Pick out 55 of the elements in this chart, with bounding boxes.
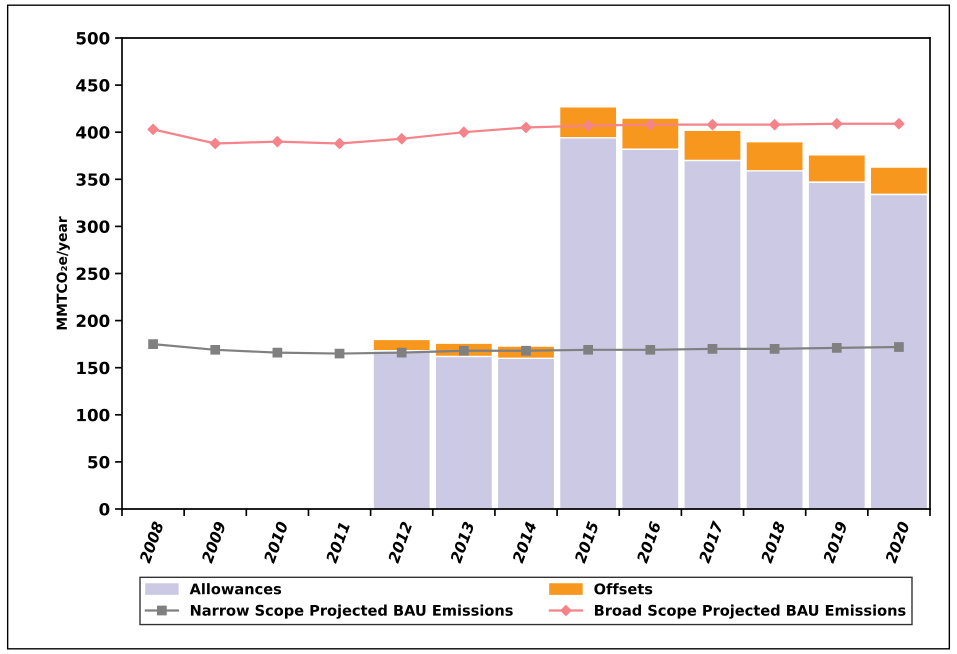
- x-tick-label: 2020: [884, 520, 910, 564]
- x-tick-label: 2015: [574, 520, 599, 564]
- y-tick-label: 100: [77, 408, 110, 422]
- point: [396, 133, 408, 144]
- x-tick-label: 2008: [138, 520, 164, 564]
- point: [520, 122, 532, 134]
- point: [831, 118, 842, 130]
- x-tick-label: 2017: [698, 520, 724, 564]
- point: [893, 118, 905, 130]
- point: [769, 119, 780, 130]
- point: [458, 346, 469, 356]
- point: [894, 342, 904, 352]
- legend-label: Offsets: [594, 583, 652, 594]
- point: [458, 126, 470, 138]
- x-tick-label: 2010: [263, 520, 288, 564]
- point: [334, 138, 346, 150]
- point: [706, 119, 718, 130]
- y-tick-label: 450: [76, 79, 110, 92]
- y-tick-label: 350: [76, 173, 110, 186]
- y-tick-label: 200: [76, 314, 110, 328]
- point: [832, 343, 842, 353]
- y-tick-label: 300: [76, 220, 110, 233]
- x-tick-label: 2011: [325, 522, 350, 564]
- point: [770, 344, 780, 354]
- point: [272, 136, 283, 148]
- legend-label: Broad Scope Projected BAU Emissions: [594, 604, 906, 619]
- point: [210, 344, 220, 355]
- point: [582, 120, 594, 132]
- y-tick-label: 0: [99, 502, 110, 516]
- y-tick-label: 400: [76, 126, 110, 139]
- point: [521, 346, 531, 356]
- point: [396, 348, 407, 358]
- legend-label: Allowances: [190, 583, 282, 594]
- x-tick-label: 2016: [636, 520, 662, 564]
- y-tick-label: 150: [77, 362, 110, 374]
- y-tick-label: 250: [76, 267, 110, 280]
- x-tick-label: 2019: [822, 520, 848, 564]
- point: [147, 124, 159, 135]
- point: [708, 344, 718, 354]
- point: [148, 339, 158, 350]
- point: [583, 344, 594, 355]
- x-tick-label: 2014: [512, 521, 537, 564]
- point: [644, 119, 656, 130]
- x-tick-label: 2012: [387, 521, 413, 564]
- point: [334, 348, 344, 358]
- y-axis-title: MMTCO₂e/year: [56, 216, 70, 330]
- point: [272, 348, 282, 358]
- y-tick-label: 500: [76, 32, 110, 45]
- point: [645, 344, 656, 355]
- legend-label: Narrow Scope Projected BAU Emissions: [190, 604, 513, 619]
- x-tick-label: 2009: [200, 520, 226, 564]
- x-tick-label: 2018: [760, 520, 786, 564]
- y-tick-label: 50: [88, 456, 110, 468]
- point: [210, 138, 221, 150]
- x-tick-label: 2013: [450, 521, 475, 564]
